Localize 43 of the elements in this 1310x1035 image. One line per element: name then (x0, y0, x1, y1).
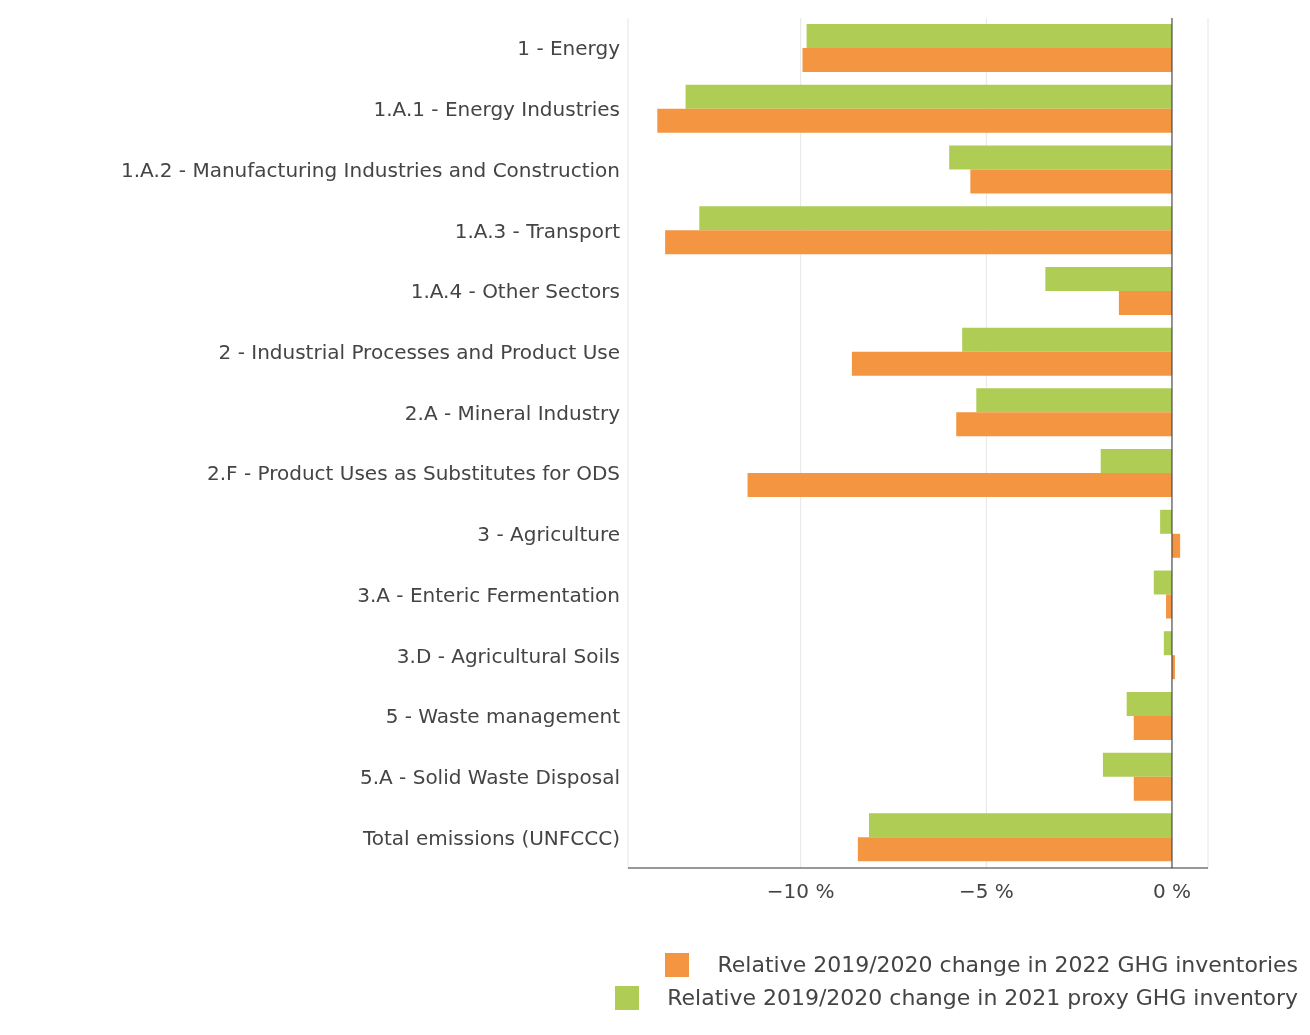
bar (1126, 691, 1172, 716)
y-tick-label: 1.A.1 - Energy Industries (373, 97, 620, 122)
bar (1045, 266, 1172, 291)
bar (699, 206, 1172, 231)
y-tick-label: 3.A - Enteric Fermentation (357, 582, 620, 607)
bar (1160, 509, 1172, 534)
y-tick-label: 3 - Agriculture (477, 522, 620, 547)
bar (976, 388, 1172, 413)
y-tick-label: 2 - Industrial Processes and Product Use (218, 340, 620, 365)
bar (1153, 570, 1172, 595)
bar (857, 837, 1172, 862)
legend-label: Relative 2019/2020 change in 2022 GHG inventories (717, 952, 1298, 977)
bar (665, 230, 1172, 255)
x-tick-label: 0 % (1152, 879, 1192, 904)
bar (657, 108, 1172, 133)
bar (1102, 752, 1172, 777)
y-tick-label: 2.F - Product Uses as Substitutes for ODS (206, 461, 620, 486)
bar (970, 169, 1172, 194)
bar (1100, 449, 1172, 474)
y-tick-label: 1 - Energy (517, 36, 621, 61)
y-tick-label: 5.A - Solid Waste Disposal (359, 765, 620, 790)
y-tick-label: 1.A.3 - Transport (454, 218, 621, 243)
bar (1118, 290, 1172, 315)
bar (1133, 715, 1172, 740)
y-tick-label: 1.A.4 - Other Sectors (410, 279, 620, 304)
x-tick-label: −5 % (958, 879, 1014, 904)
y-tick-label: Total emissions (UNFCCC) (361, 825, 620, 850)
bar (851, 351, 1172, 376)
y-tick-label: 3.D - Agricultural Soils (396, 643, 620, 668)
y-tick-label: 2.A - Mineral Industry (404, 400, 621, 425)
legend-label: Relative 2019/2020 change in 2021 proxy GHG inventory (667, 985, 1298, 1010)
bar (868, 813, 1172, 838)
bar (806, 24, 1172, 49)
bar (685, 84, 1172, 109)
x-tick-label: −10 % (766, 879, 835, 904)
bar (956, 412, 1172, 437)
y-tick-label: 5 - Waste management (385, 704, 621, 729)
bar (949, 145, 1172, 170)
y-tick-label: 1.A.2 - Manufacturing Industries and Construction (120, 157, 620, 182)
bar (747, 473, 1172, 498)
bar (1133, 776, 1172, 801)
bar (962, 327, 1172, 352)
bar (802, 48, 1172, 73)
